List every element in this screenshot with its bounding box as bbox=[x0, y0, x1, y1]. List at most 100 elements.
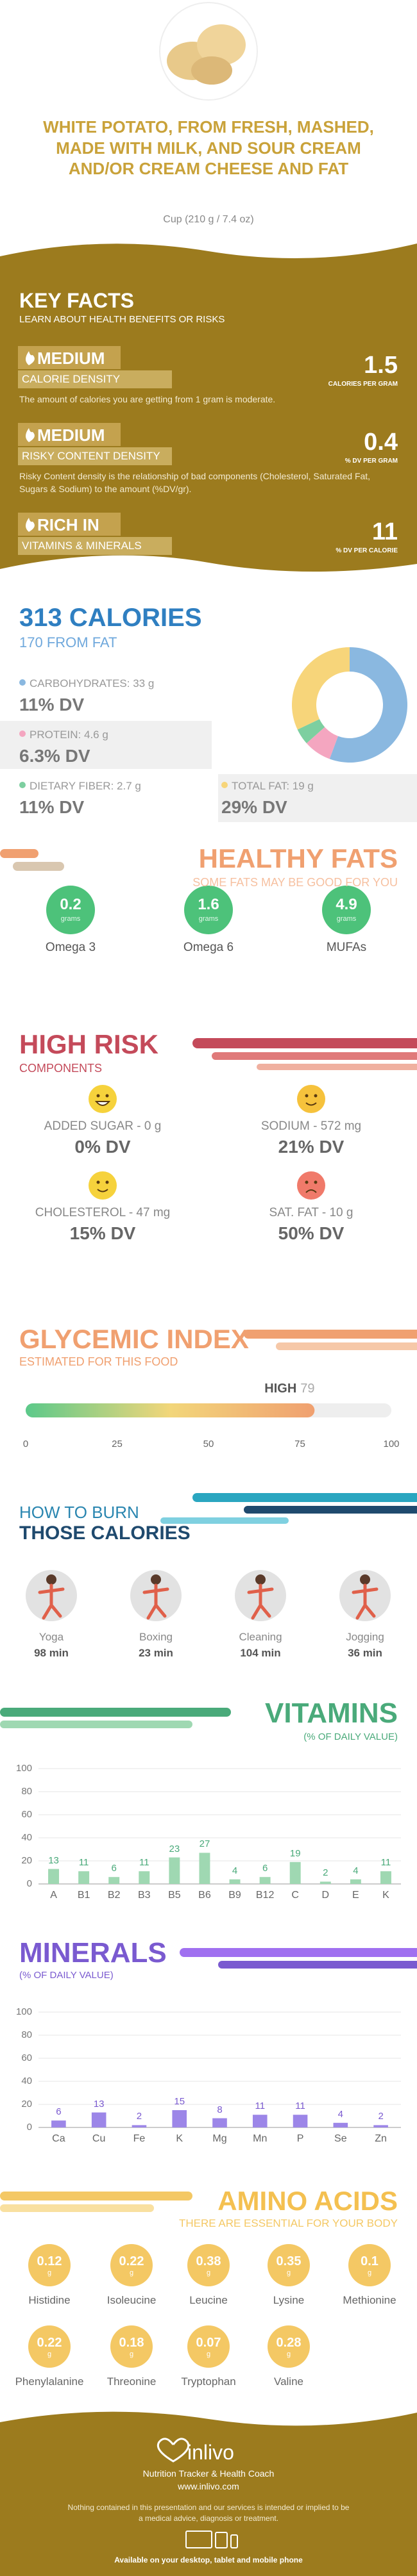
bar bbox=[259, 1877, 271, 1884]
high-risk-decoration bbox=[192, 1038, 417, 1070]
gauge-value: 79 bbox=[300, 1382, 315, 1396]
amino-unit: g bbox=[47, 2350, 52, 2358]
macro-dot bbox=[19, 679, 26, 686]
value-label: 19 bbox=[289, 1847, 301, 1859]
fat-value: 4.9 bbox=[336, 896, 357, 913]
gauge-tick-label: 0 bbox=[22, 1439, 29, 1449]
face bbox=[297, 1171, 325, 1200]
section-title: GLYCEMIC INDEX bbox=[19, 1324, 249, 1354]
y-tick-label: 20 bbox=[21, 1855, 32, 1866]
macro-dot bbox=[221, 782, 228, 788]
section-subtitle: LEARN ABOUT HEALTH BENEFITS OR RISKS bbox=[19, 314, 225, 325]
value-label: 11 bbox=[295, 2101, 305, 2112]
face-mouth bbox=[97, 1189, 108, 1193]
tagline: Nutrition Tracker & Health Coach bbox=[142, 2468, 275, 2479]
amino-value: 0.22 bbox=[37, 2336, 62, 2350]
vitamins-decoration bbox=[0, 1708, 231, 1728]
activity-name: Jogging bbox=[346, 1631, 384, 1643]
amino-unit: g bbox=[129, 2350, 134, 2358]
bar bbox=[212, 2118, 227, 2127]
chart-title: VITAMINS bbox=[265, 1697, 398, 1729]
bar bbox=[319, 1881, 331, 1884]
bar bbox=[293, 2115, 308, 2127]
gauge-tick-label: 75 bbox=[294, 1439, 305, 1449]
y-tick-label: 20 bbox=[21, 2099, 32, 2110]
value-label: 6 bbox=[111, 1863, 117, 1874]
fact-description: Risky Content density is the relationshi… bbox=[19, 471, 371, 494]
name-box bbox=[18, 447, 172, 465]
fat-name: MUFAs bbox=[326, 941, 367, 954]
amino-circle bbox=[348, 2244, 391, 2286]
y-tick-label: 40 bbox=[21, 1832, 32, 1843]
face-eye bbox=[305, 1094, 309, 1098]
macro-dot bbox=[19, 782, 26, 788]
risk-label: SODIUM - 572 mg bbox=[260, 1119, 362, 1133]
bar bbox=[350, 1879, 361, 1884]
fact-unit: % DV PER CALORIE bbox=[336, 547, 398, 554]
amino-circle bbox=[110, 2244, 153, 2286]
y-tick-label: 0 bbox=[26, 1878, 32, 1889]
amino-value: 0.35 bbox=[276, 2254, 302, 2268]
macro-label: PROTEIN: 4.6 g bbox=[30, 729, 108, 741]
x-tick-label: Ca bbox=[52, 2133, 65, 2144]
x-tick-label: B1 bbox=[77, 1890, 90, 1901]
fact-value: 11 bbox=[371, 518, 398, 545]
chart-title: MINERALS bbox=[19, 1937, 167, 1969]
amino-circle bbox=[187, 2244, 230, 2286]
y-tick-label: 60 bbox=[21, 1809, 32, 1820]
device-icons bbox=[185, 2531, 238, 2548]
activity-body bbox=[247, 1583, 274, 1620]
activity-body bbox=[142, 1583, 169, 1620]
bar bbox=[139, 1871, 150, 1884]
section-title: AMINO ACIDS bbox=[217, 2186, 398, 2216]
x-tick-label: K bbox=[176, 2133, 183, 2144]
amino-name: Leucine bbox=[189, 2294, 228, 2306]
burn-decoration bbox=[160, 1493, 417, 1524]
glycemic-decoration bbox=[244, 1330, 417, 1350]
serving-size: Cup (210 g / 7.4 oz) bbox=[163, 214, 254, 225]
face-eye bbox=[105, 1180, 109, 1184]
fat-blob bbox=[184, 886, 233, 934]
footer-band bbox=[0, 2411, 417, 2576]
activity-duration: 98 min bbox=[34, 1647, 69, 1659]
activity-body bbox=[38, 1583, 65, 1620]
url: www.inlivo.com bbox=[178, 2481, 239, 2491]
fat-unit: grams bbox=[198, 915, 219, 923]
bar bbox=[229, 1879, 241, 1884]
amino-value: 0.28 bbox=[276, 2336, 302, 2350]
donut-slice bbox=[329, 647, 407, 763]
y-tick-label: 80 bbox=[21, 1786, 32, 1797]
amino-name: Histidine bbox=[28, 2294, 71, 2306]
x-tick-label: D bbox=[321, 1890, 330, 1901]
value-label: 23 bbox=[169, 1843, 180, 1854]
bar bbox=[48, 1869, 60, 1884]
amino-name: Isoleucine bbox=[106, 2294, 157, 2306]
macro-label: CARBOHYDRATES: 33 g bbox=[30, 677, 155, 689]
value-label: 11 bbox=[78, 1857, 89, 1869]
amino-circle bbox=[268, 2244, 310, 2286]
fat-name: Omega 6 bbox=[183, 941, 234, 954]
level-box bbox=[18, 346, 121, 369]
amino-name: Tryptophan bbox=[181, 2375, 236, 2388]
activity-duration: 23 min bbox=[139, 1647, 173, 1659]
amino-value: 0.07 bbox=[196, 2336, 221, 2350]
gauge-tick-label: 100 bbox=[383, 1439, 400, 1449]
face-mouth bbox=[94, 1101, 111, 1106]
value-label: 13 bbox=[93, 2098, 105, 2110]
x-tick-label: B3 bbox=[137, 1890, 151, 1901]
x-tick-label: E bbox=[352, 1890, 359, 1901]
fact-description: The amount of calories you are getting f… bbox=[19, 394, 276, 404]
bar bbox=[51, 2120, 66, 2127]
logo-heart bbox=[157, 2438, 190, 2463]
section-subtitle: SOME FATS MAY BE GOOD FOR YOU bbox=[192, 876, 398, 889]
bar bbox=[169, 1857, 180, 1884]
amino-name: Phenylalanine bbox=[15, 2375, 84, 2388]
section-title: HIGH RISK bbox=[19, 1029, 159, 1059]
value-label: 15 bbox=[174, 2096, 185, 2107]
fact-name: VITAMINS & MINERALS bbox=[22, 540, 142, 552]
y-tick-label: 40 bbox=[21, 2076, 32, 2086]
activity-head bbox=[151, 1574, 161, 1585]
level-icon bbox=[26, 518, 35, 532]
page-title: WHITE POTATO, FROM FRESH, MASHED, MADE W… bbox=[43, 117, 374, 178]
value-label: 8 bbox=[217, 2104, 223, 2115]
